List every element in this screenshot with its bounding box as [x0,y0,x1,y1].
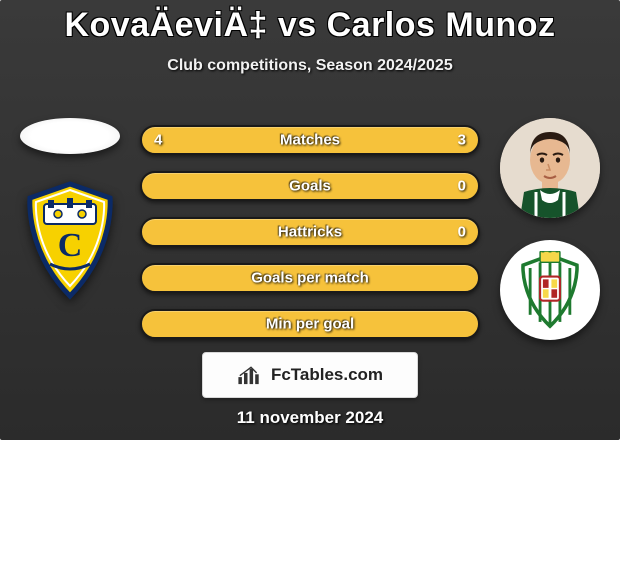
player-right-avatar [500,118,600,218]
stat-left-value: 4 [154,132,162,149]
comparison-card: KovaÄeviÄ‡ vs Carlos Munoz Club competit… [0,0,620,440]
stat-label: Goals per match [251,270,369,287]
stat-label: Matches [280,132,340,149]
stat-label: Hattricks [278,224,342,241]
club-right-crest [500,240,600,340]
source-logo: FcTables.com [202,352,418,398]
stat-label: Goals [289,178,331,195]
club-left-crest: C [20,180,120,300]
stat-right-value: 0 [458,224,466,241]
stat-label: Min per goal [266,316,354,333]
source-logo-text: FcTables.com [271,365,383,385]
stat-bar: 4 Matches 3 [140,125,480,155]
stat-bar: Min per goal [140,309,480,339]
subtitle: Club competitions, Season 2024/2025 [0,57,620,75]
stat-right-value: 3 [458,132,466,149]
player-portrait-icon [500,118,600,218]
stat-bar: Goals 0 [140,171,480,201]
player-left-avatar-placeholder [20,118,120,154]
stat-right-value: 0 [458,178,466,195]
cordoba-crest-icon [511,251,589,329]
stat-bar: Goals per match [140,263,480,293]
cadiz-crest-icon: C [20,180,120,300]
player-right-column [490,118,610,340]
player-left-column: C [10,118,130,300]
stat-bar: Hattricks 0 [140,217,480,247]
bar-chart-icon [237,364,265,386]
page-title: KovaÄeviÄ‡ vs Carlos Munoz [0,0,620,45]
svg-text:C: C [58,227,83,264]
stat-bars: 4 Matches 3 Goals 0 Hattricks 0 Goals pe… [140,125,480,355]
date-label: 11 november 2024 [237,408,383,428]
